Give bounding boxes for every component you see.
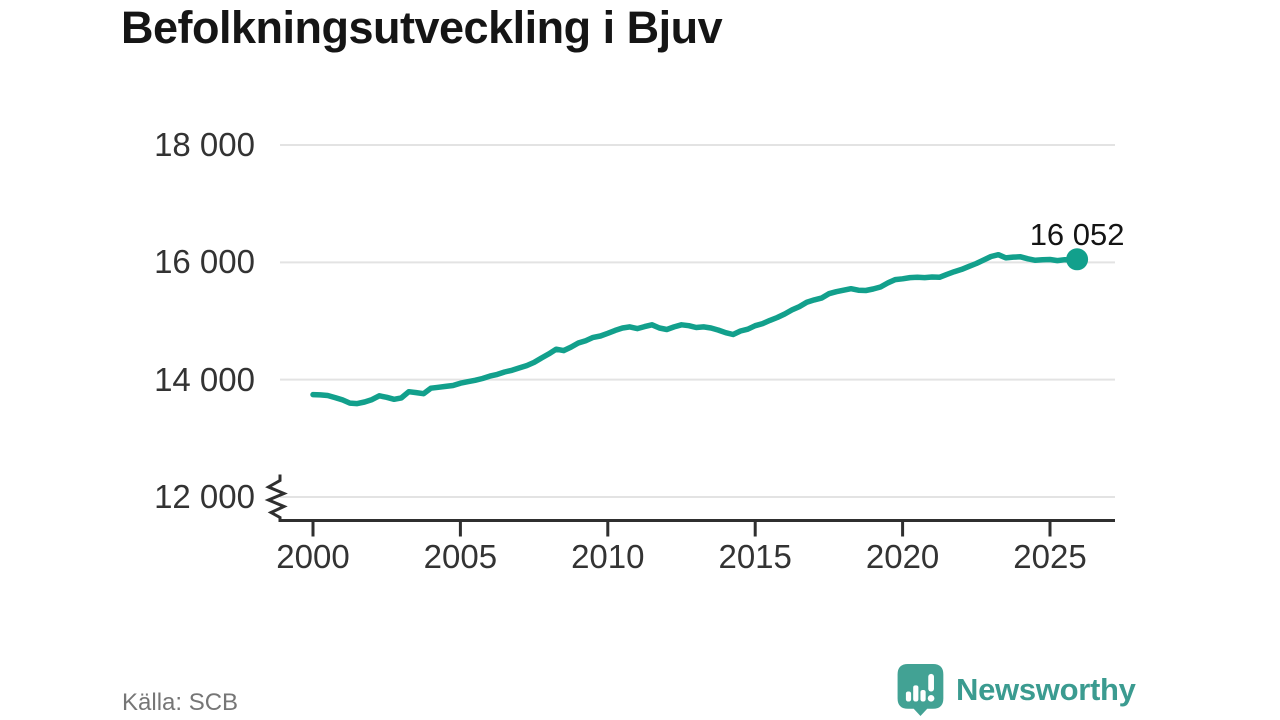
x-tick-label: 2015 bbox=[718, 538, 792, 575]
latest-value-dot bbox=[1066, 248, 1089, 271]
y-tick-label: 14 000 bbox=[154, 360, 255, 398]
x-tick-label: 2000 bbox=[276, 538, 350, 575]
latest-value-label: 16 052 bbox=[1029, 217, 1125, 252]
y-tick-label: 18 000 bbox=[154, 126, 255, 163]
x-tick-label: 2020 bbox=[865, 538, 940, 575]
newsworthy-branding: Newsworthy bbox=[897, 664, 1136, 716]
x-axis-ticks bbox=[311, 520, 1052, 537]
source-label: Källa: SCB bbox=[122, 689, 239, 716]
y-tick-label: 16 000 bbox=[154, 243, 255, 281]
y-tick-label: 12 000 bbox=[154, 478, 255, 515]
gridlines bbox=[280, 144, 1115, 498]
x-tick-label: 2005 bbox=[423, 538, 498, 575]
axis-break-zigzag-icon bbox=[264, 474, 288, 521]
x-tick-label: 2010 bbox=[571, 538, 645, 575]
x-tick-label: 2025 bbox=[1013, 538, 1087, 575]
chart-title: Befolkningsutveckling i Bjuv bbox=[121, 2, 723, 53]
newsworthy-wordmark: Newsworthy bbox=[956, 672, 1136, 707]
population-series-line bbox=[310, 251, 1080, 407]
newsworthy-logo-icon bbox=[897, 664, 944, 716]
